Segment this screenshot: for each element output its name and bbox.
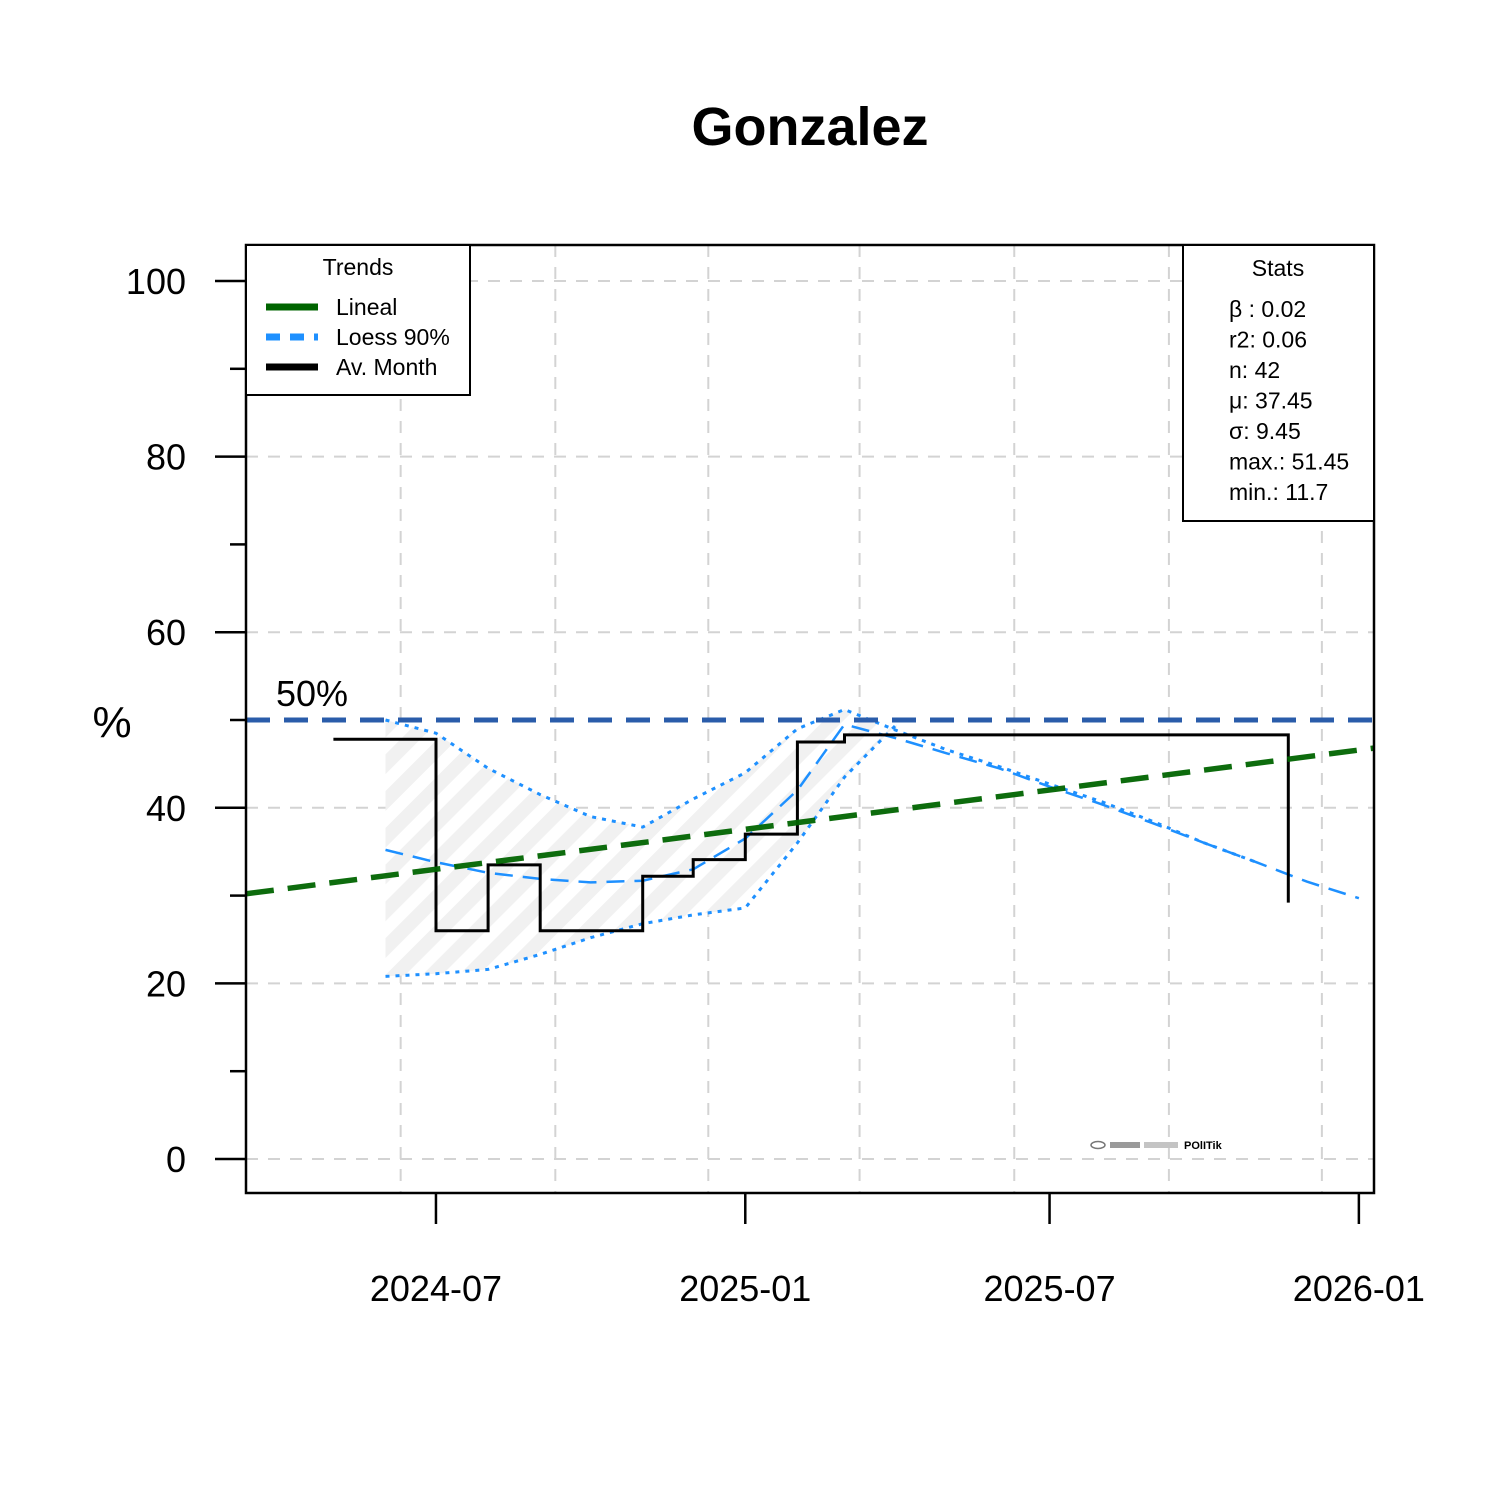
- y-axis-label: %: [92, 698, 131, 747]
- stats-line-2: n: 42: [1229, 357, 1280, 383]
- y-tick-label-0: 0: [166, 1139, 186, 1180]
- stats-border: [1182, 244, 1375, 522]
- y-tick-label-5: 100: [126, 261, 186, 302]
- av-month-line: [333, 733, 1290, 933]
- svg-text:POlITik: POlITik: [1184, 1140, 1223, 1152]
- legend-label-1: Loess 90%: [336, 324, 450, 350]
- stats-box: Stats β : 0.02 r2: 0.06 n: 42 μ: 37.45 σ: 9.…: [1182, 244, 1375, 522]
- legend: Trends Lineal Loess 90% Av. Month: [245, 244, 471, 396]
- chart-title: Gonzalez: [691, 97, 928, 157]
- x-tick-label-0: 2024-07: [370, 1268, 502, 1309]
- legend-label-2: Av. Month: [336, 354, 437, 380]
- legend-label-0: Lineal: [336, 294, 397, 320]
- x-tick-label-2: 2025-07: [983, 1268, 1115, 1309]
- stats-line-0: β : 0.02: [1229, 296, 1306, 322]
- stats-line-6: min.: 11.7: [1229, 479, 1328, 505]
- axes: 0 20 40 60 80 100 2024-07 2025-01 2025-07 2026-01: [126, 261, 1425, 1309]
- x-tick-label-1: 2025-01: [679, 1268, 811, 1309]
- stats-line-4: σ: 9.45: [1229, 418, 1301, 444]
- y-tick-label-1: 20: [146, 963, 186, 1004]
- x-tick-label-3: 2026-01: [1293, 1268, 1425, 1309]
- stats-line-1: r2: 0.06: [1229, 327, 1307, 353]
- stats-title: Stats: [1252, 255, 1304, 281]
- y-tick-label-2: 40: [146, 788, 186, 829]
- lineal-trend-line: [246, 745, 1374, 897]
- stats-line-3: μ: 37.45: [1229, 388, 1313, 414]
- reference-line-label: 50%: [276, 673, 348, 714]
- y-tick-label-4: 80: [146, 437, 186, 478]
- stats-line-5: max.: 51.45: [1229, 449, 1349, 475]
- politik-logo: POlITik: [1090, 1140, 1223, 1152]
- legend-title: Trends: [323, 254, 394, 280]
- y-tick-label-3: 60: [146, 612, 186, 653]
